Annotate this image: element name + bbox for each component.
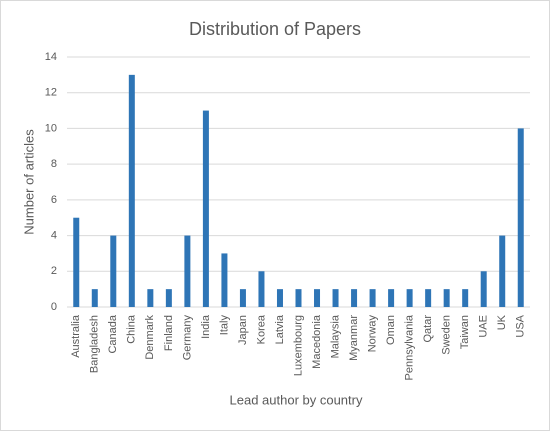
x-tick-label: Australia xyxy=(70,314,82,358)
x-tick-label: Canada xyxy=(107,314,119,353)
bar xyxy=(462,289,469,307)
x-tick-label: Denmark xyxy=(144,315,156,360)
y-tick-label: 6 xyxy=(51,194,57,206)
x-tick-label: Latvia xyxy=(274,314,286,344)
x-tick-label: Malaysia xyxy=(329,314,341,358)
bar xyxy=(202,110,209,307)
y-tick-label: 12 xyxy=(45,87,57,99)
y-tick-label: 2 xyxy=(51,265,57,277)
bar xyxy=(332,289,339,307)
x-tick-label: Italy xyxy=(218,315,230,336)
bar xyxy=(110,235,117,307)
bar xyxy=(276,289,283,307)
x-axis-title: Lead author by country xyxy=(230,392,363,407)
x-tick-label: Pennsylvania xyxy=(404,314,416,380)
x-tick-label: Finland xyxy=(163,315,175,351)
bar xyxy=(221,253,228,307)
x-tick-label: UAE xyxy=(478,315,490,338)
bar xyxy=(517,128,524,307)
y-tick-label: 0 xyxy=(51,301,57,313)
bar xyxy=(165,289,172,307)
x-tick-label: Sweden xyxy=(441,315,453,355)
x-tick-label: UK xyxy=(496,314,508,330)
bar xyxy=(73,217,80,307)
bar xyxy=(369,289,376,307)
y-tick-label: 10 xyxy=(45,122,57,134)
bar xyxy=(351,289,358,307)
x-tick-label: Korea xyxy=(255,314,267,344)
y-tick-label: 14 xyxy=(45,51,57,63)
bar xyxy=(425,289,432,307)
x-tick-label: Japan xyxy=(237,315,249,345)
x-tick-label: Taiwan xyxy=(459,315,471,349)
bar xyxy=(239,289,246,307)
x-tick-label: India xyxy=(200,314,212,339)
bar xyxy=(443,289,450,307)
bar xyxy=(147,289,154,307)
x-tick-label: China xyxy=(126,314,138,344)
x-tick-label: Norway xyxy=(366,315,378,353)
bar xyxy=(258,271,265,307)
bar xyxy=(314,289,321,307)
x-tick-label: USA xyxy=(515,314,527,337)
bar xyxy=(480,271,487,307)
x-tick-label: Oman xyxy=(385,315,397,345)
x-tick-label: Myanmar xyxy=(348,315,360,361)
bar xyxy=(499,235,506,307)
x-tick-label: Macedonia xyxy=(311,314,323,369)
bar xyxy=(388,289,395,307)
y-tick-label: 4 xyxy=(51,229,57,241)
bar xyxy=(128,74,135,307)
bar xyxy=(295,289,302,307)
y-tick-label: 8 xyxy=(51,158,57,170)
bar xyxy=(91,289,98,307)
chart-title: Distribution of Papers xyxy=(189,19,361,39)
bar xyxy=(406,289,413,307)
x-tick-label: Qatar xyxy=(422,315,434,343)
x-tick-label: Luxembourg xyxy=(292,315,304,376)
bar xyxy=(184,235,191,307)
x-tick-label: Germany xyxy=(181,315,193,361)
y-axis-title: Number of articles xyxy=(21,129,36,235)
x-tick-label: Bangladesh xyxy=(89,315,101,373)
